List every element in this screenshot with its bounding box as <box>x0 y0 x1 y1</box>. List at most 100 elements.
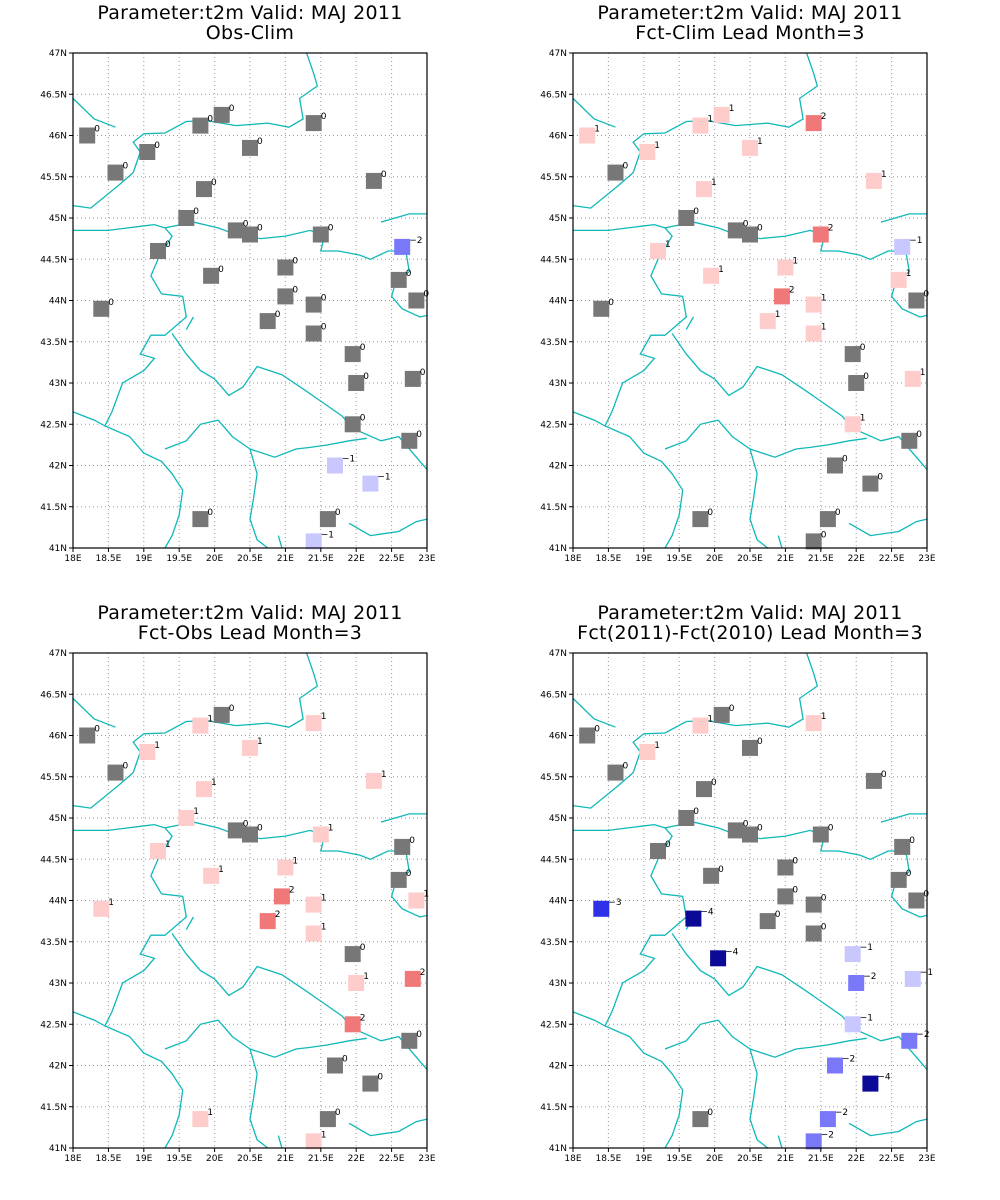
station-value-label: 0 <box>218 265 224 275</box>
station-value-label: 0 <box>243 819 249 829</box>
panel-title: Parameter:t2m Valid: MAJ 2011 <box>597 602 903 624</box>
station-marker <box>819 511 836 528</box>
station-marker <box>362 475 379 492</box>
station-value-label: 0 <box>821 894 827 904</box>
x-tick-label: 20E <box>206 554 223 564</box>
station-value-label: 0 <box>377 1073 383 1083</box>
station-value-label: 0 <box>94 125 100 135</box>
y-tick-label: 47N <box>49 49 67 59</box>
station-value-label: 0 <box>360 343 366 353</box>
y-tick-label: 45.5N <box>540 773 567 783</box>
station-value-label: −4 <box>877 1073 891 1083</box>
station-marker <box>344 416 361 433</box>
station-value-label: 1 <box>207 1108 213 1118</box>
station-marker <box>805 896 822 913</box>
panel-title: Parameter:t2m Valid: MAJ 2011 <box>97 602 403 624</box>
y-tick-label: 47N <box>49 649 67 659</box>
station-marker <box>844 346 861 363</box>
station-marker <box>305 533 322 550</box>
x-tick-label: 23E <box>418 554 435 564</box>
border-line <box>277 1135 283 1149</box>
border-line <box>573 823 666 832</box>
station-value-label: 0 <box>328 224 334 234</box>
station-value-label: 0 <box>707 1108 713 1118</box>
y-tick-label: 44N <box>549 297 567 307</box>
station-marker <box>404 970 421 987</box>
station-value-label: 0 <box>729 704 735 714</box>
station-marker <box>312 826 329 843</box>
panel-subtitle: Fct(2011)-Fct(2010) Lead Month=3 <box>577 622 923 644</box>
station-marker <box>742 139 758 156</box>
station-marker <box>727 222 744 239</box>
station-marker <box>819 1111 836 1128</box>
station-marker <box>327 1057 343 1074</box>
station-marker <box>696 781 712 798</box>
border-line <box>164 419 219 450</box>
station-value-label: 0 <box>123 762 129 772</box>
station-value-label: 0 <box>409 836 415 846</box>
station-marker <box>805 115 822 132</box>
station-marker <box>327 457 343 474</box>
station-value-label: 1 <box>821 294 827 304</box>
y-tick-label: 43N <box>49 379 67 389</box>
station-value-label: 0 <box>623 162 629 172</box>
x-tick-label: 20E <box>706 554 723 564</box>
station-marker <box>844 946 861 963</box>
station-marker <box>404 370 421 387</box>
y-tick-label: 46N <box>49 732 67 742</box>
station-marker <box>365 772 382 789</box>
station-marker <box>408 892 425 909</box>
border-line <box>880 813 927 823</box>
station-value-label: 1 <box>707 115 713 125</box>
station-value-label: 0 <box>718 865 724 875</box>
station-marker <box>827 457 843 474</box>
station-marker <box>812 226 829 243</box>
station-value-label: 0 <box>211 178 217 188</box>
y-tick-label: 43.5N <box>540 938 567 948</box>
station-value-label: 1 <box>363 972 369 982</box>
border-line <box>73 823 166 832</box>
station-value-label: 1 <box>207 715 213 725</box>
station-value-label: −1 <box>909 236 922 246</box>
station-value-label: 1 <box>292 857 298 867</box>
station-value-label: 0 <box>757 737 763 747</box>
station-value-label: −1 <box>860 943 873 953</box>
x-tick-label: 23E <box>418 1154 435 1164</box>
x-tick-label: 19.5E <box>666 554 692 564</box>
station-marker <box>901 1032 918 1049</box>
station-marker <box>844 1016 861 1033</box>
station-marker <box>894 838 911 855</box>
border-line <box>249 437 367 458</box>
station-value-label: 1 <box>423 890 429 900</box>
border-line <box>72 97 116 128</box>
y-tick-label: 42N <box>49 462 67 472</box>
station-value-label: 0 <box>420 368 426 378</box>
station-marker <box>805 925 822 942</box>
border-line <box>72 227 188 427</box>
panel-title: Parameter:t2m Valid: MAJ 2011 <box>97 2 403 24</box>
border-line <box>664 1019 719 1050</box>
x-tick-label: 18.5E <box>96 554 122 564</box>
station-marker <box>213 706 230 723</box>
station-value-label: 0 <box>243 219 249 229</box>
station-marker <box>305 715 322 732</box>
station-marker <box>713 706 730 723</box>
station-marker <box>305 925 322 942</box>
station-value-label: 0 <box>94 725 100 735</box>
station-value-label: 1 <box>821 323 827 333</box>
station-marker <box>593 300 610 317</box>
border-line <box>185 916 194 930</box>
station-marker <box>319 1111 336 1128</box>
station-value-label: 0 <box>608 298 614 308</box>
station-value-label: 0 <box>406 869 412 879</box>
border-line <box>671 333 928 471</box>
station-marker <box>742 826 758 843</box>
y-tick-label: 43N <box>49 979 67 989</box>
station-marker <box>344 346 361 363</box>
station-marker <box>742 226 758 243</box>
x-tick-label: 18.5E <box>596 554 622 564</box>
station-value-label: 0 <box>257 824 263 834</box>
border-line <box>572 827 688 1027</box>
station-marker <box>273 888 290 905</box>
